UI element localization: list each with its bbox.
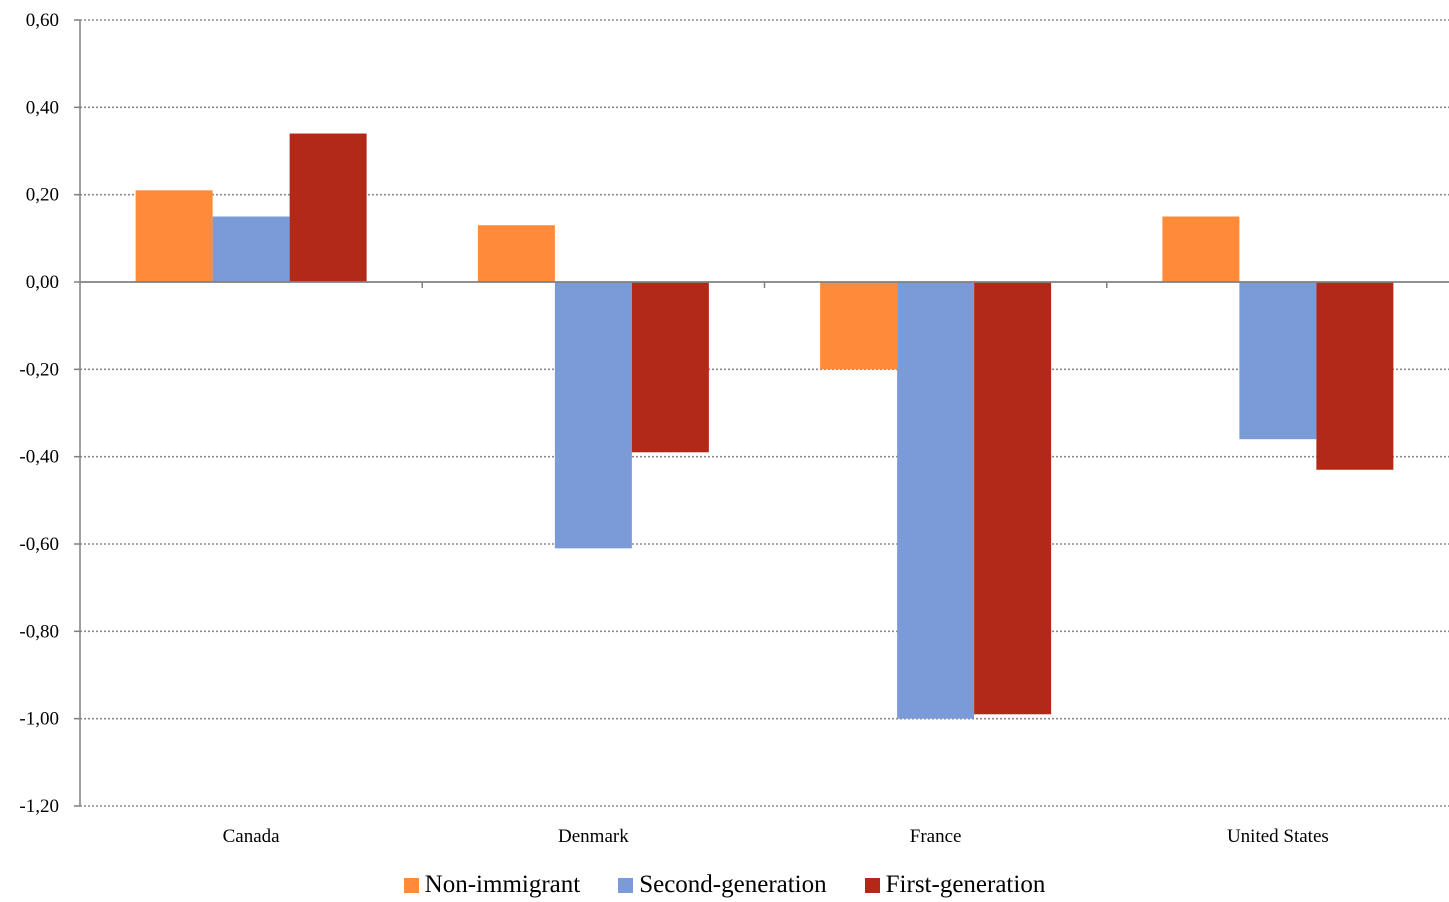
legend-label: Second-generation	[639, 871, 827, 898]
x-category-label: Canada	[223, 826, 281, 847]
axes	[74, 19, 1449, 807]
x-category-label: Denmark	[558, 826, 629, 847]
bar-non-immigrant-canada	[135, 190, 213, 282]
legend-swatch	[618, 877, 634, 893]
bar-second-generation-canada	[212, 216, 290, 282]
y-tick-label: 0,60	[26, 10, 59, 31]
legend: Non-immigrant Second-generation First-gene…	[0, 868, 1449, 902]
bar-first-generation-canada	[289, 133, 367, 282]
y-tick-label: -1,00	[19, 709, 59, 730]
bar-non-immigrant-united-states	[1162, 216, 1240, 282]
bars	[135, 133, 1394, 719]
bar-first-generation-denmark	[631, 282, 709, 453]
bar-first-generation-united-states	[1316, 282, 1394, 470]
legend-item: Second-generation	[618, 871, 827, 899]
legend-label: Non-immigrant	[424, 871, 581, 898]
legend-label: First-generation	[885, 871, 1046, 898]
y-tick-labels: 0,60 0,40 0,20 0,00 -0,20 -0,40 -0,60 -0,80 -1,0…	[19, 10, 59, 817]
y-tick-label: 0,00	[26, 272, 59, 293]
bar-second-generation-denmark	[554, 282, 632, 549]
bar-second-generation-france	[897, 282, 975, 719]
bar-non-immigrant-denmark	[477, 225, 555, 282]
bar-non-immigrant-france	[820, 282, 898, 370]
x-category-label: France	[910, 826, 962, 847]
y-tick-label: -0,40	[19, 447, 59, 468]
bar-first-generation-france	[974, 282, 1052, 715]
y-tick-label: 0,40	[26, 97, 59, 118]
y-tick-label: -0,80	[19, 621, 59, 642]
x-category-label: United States	[1227, 826, 1329, 847]
y-tick-label: 0,20	[26, 185, 59, 206]
y-tick-label: -1,20	[19, 796, 59, 817]
legend-swatch	[864, 877, 880, 893]
bar-second-generation-united-states	[1239, 282, 1317, 440]
x-category-labels: Canada Denmark France United States	[223, 826, 1329, 847]
y-tick-label: -0,20	[19, 359, 59, 380]
legend-swatch	[403, 877, 419, 893]
legend-item: First-generation	[864, 871, 1046, 899]
y-tick-label: -0,60	[19, 534, 59, 555]
legend-item: Non-immigrant	[403, 871, 581, 899]
